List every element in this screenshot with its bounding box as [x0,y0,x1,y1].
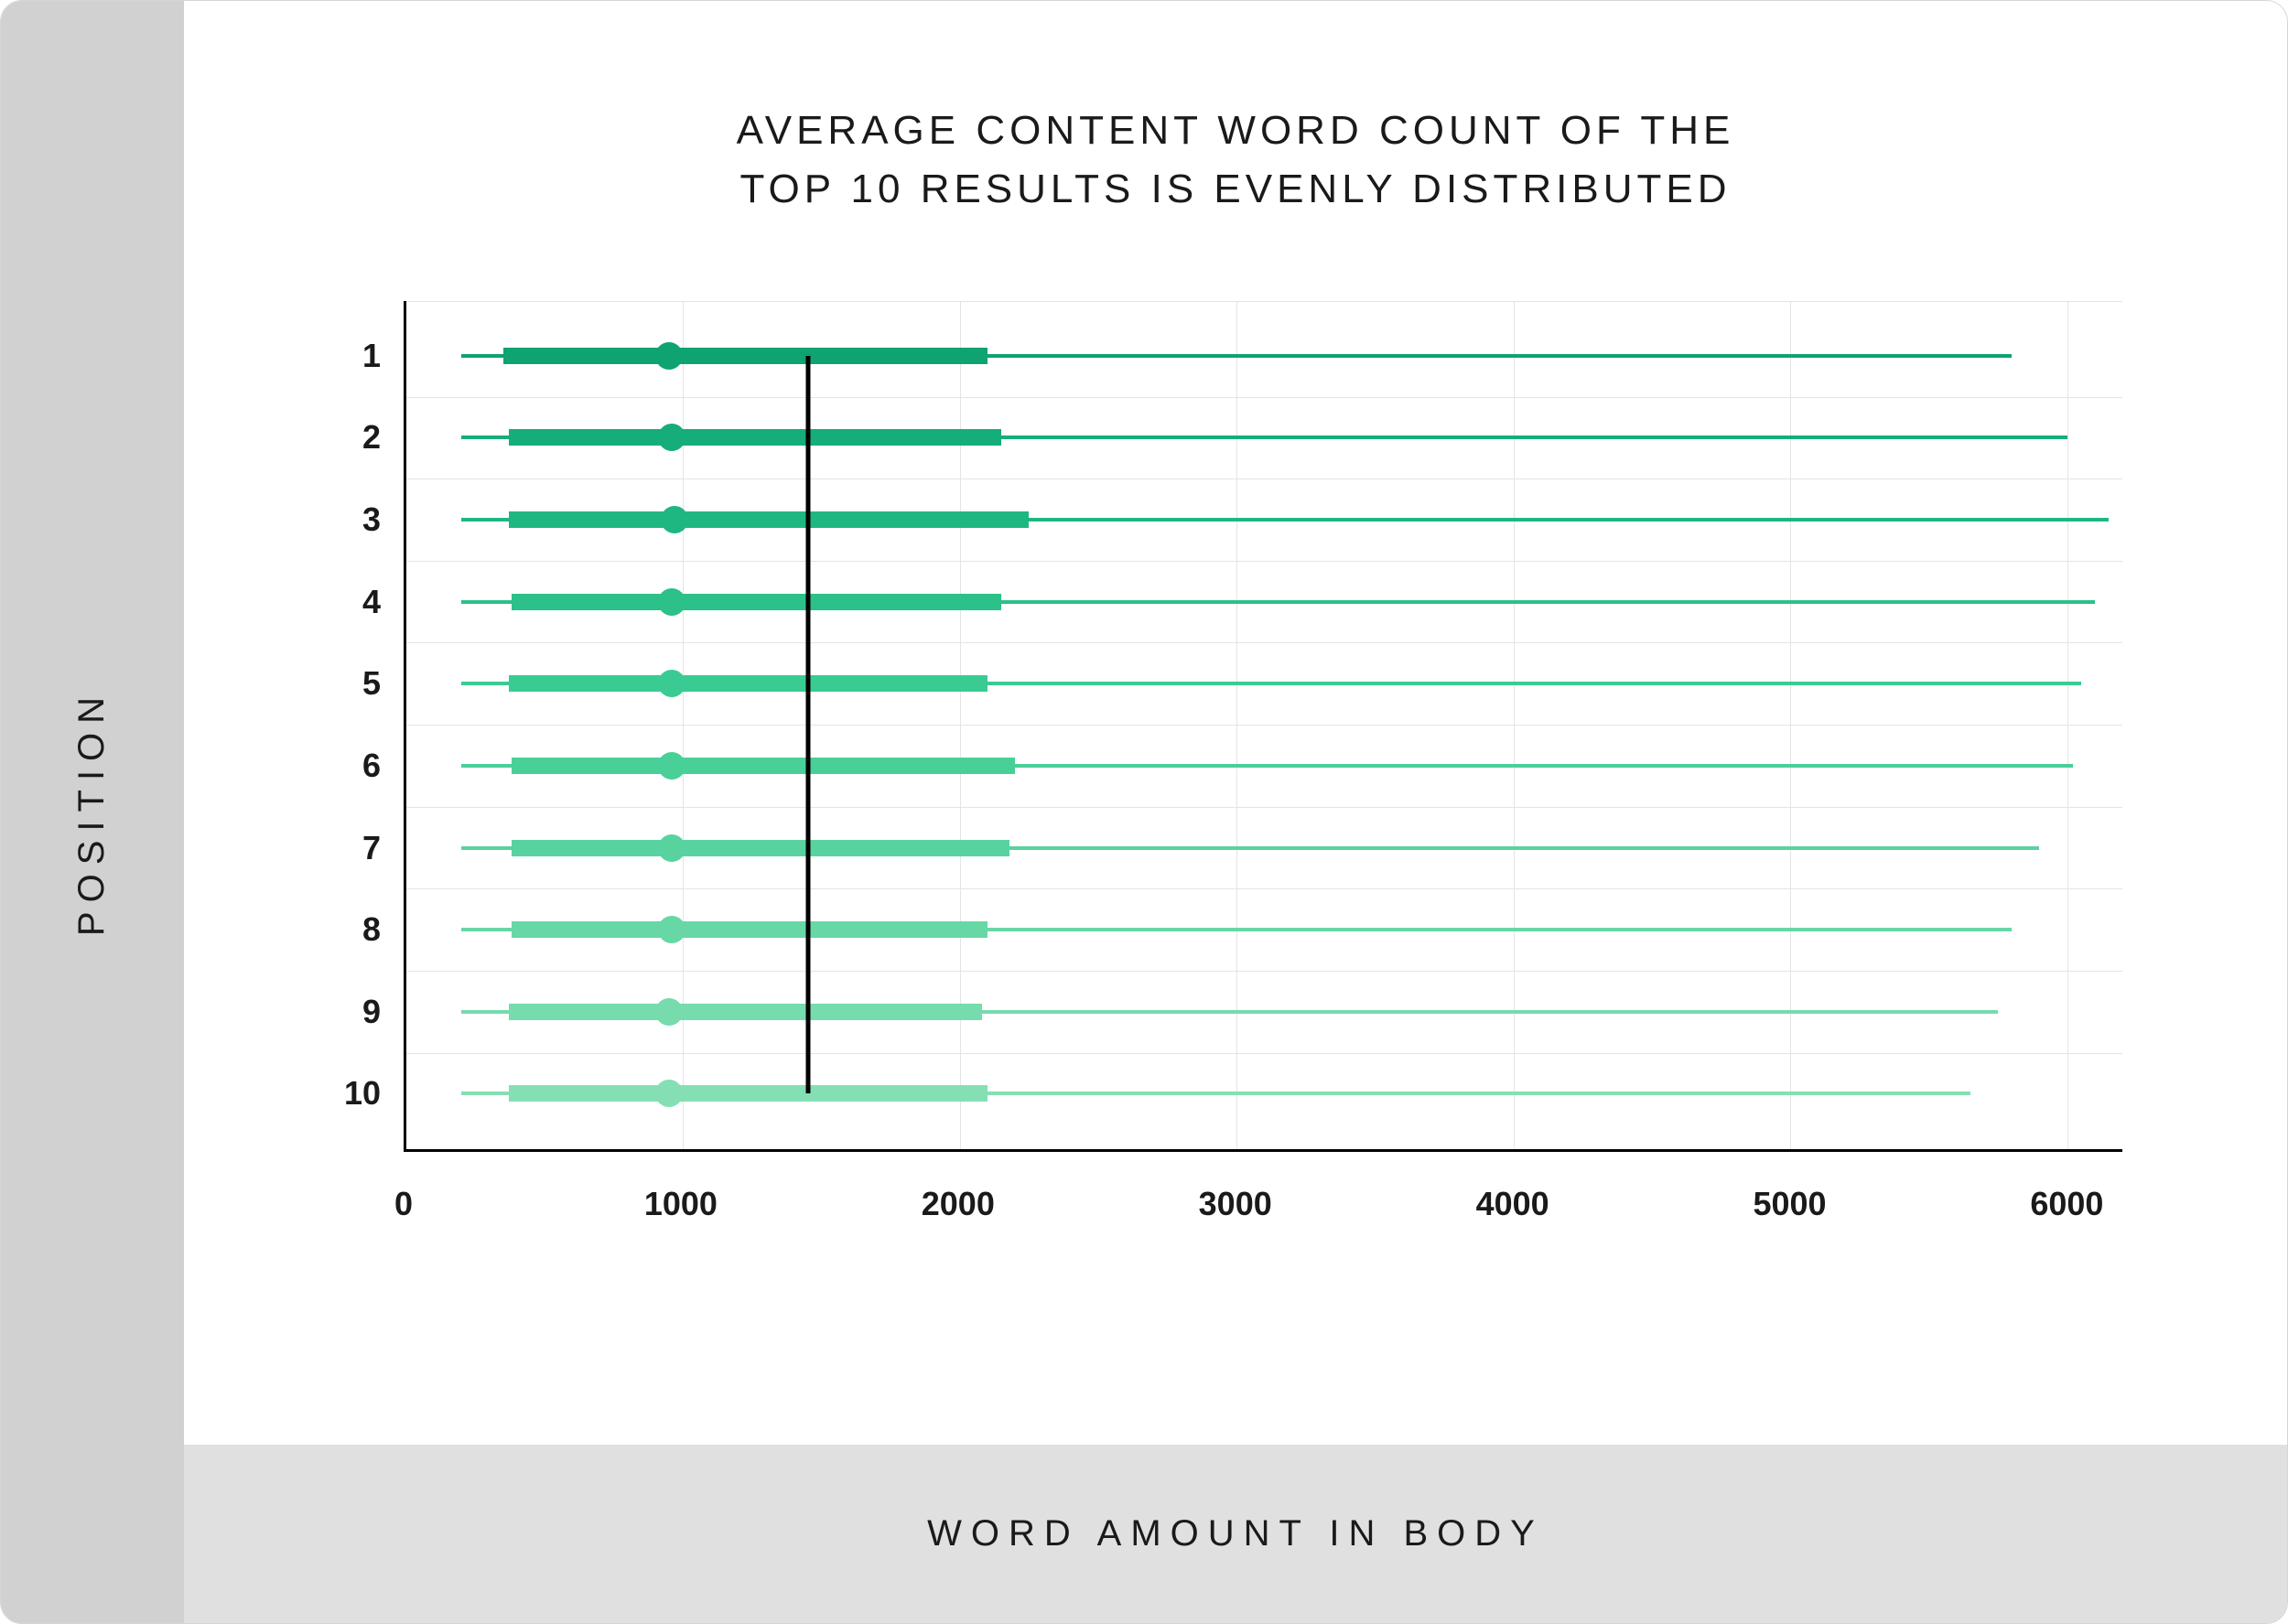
y-tick-label: 6 [362,747,406,785]
gridline-h [406,807,2122,808]
gridline-h [406,725,2122,726]
x-tick-label: 6000 [2030,1185,2103,1223]
x-tick-label: 4000 [1476,1185,1549,1223]
gridline-h [406,301,2122,302]
iqr-box [509,1085,988,1102]
chart-title-line2: TOP 10 RESULTS IS EVENLY DISTRIBUTED [739,167,1731,211]
y-tick-label: 1 [362,337,406,375]
gridline-h [406,561,2122,562]
gridline-h [406,888,2122,889]
x-ticks: 0100020003000400050006000 [404,1168,2122,1232]
median-dot [658,588,685,616]
y-tick-label: 5 [362,664,406,703]
y-tick-label: 10 [344,1074,406,1113]
median-dot [658,670,685,697]
y-tick-label: 8 [362,910,406,949]
y-tick-label: 7 [362,829,406,867]
iqr-box [512,594,1001,610]
x-axis-rail: WORD AMOUNT IN BODY [184,1445,2287,1623]
iqr-box [512,921,988,938]
y-tick-label: 3 [362,500,406,539]
chart-container: POSITION AVERAGE CONTENT WORD COUNT OF T… [0,0,2288,1624]
x-tick-label: 0 [394,1185,413,1223]
x-tick-label: 2000 [922,1185,995,1223]
median-dot [658,424,685,451]
gridline-h [406,397,2122,398]
median-dot [658,916,685,943]
median-dot [655,998,683,1026]
x-tick-label: 3000 [1199,1185,1272,1223]
gridline-h [406,971,2122,972]
chart-title: AVERAGE CONTENT WORD COUNT OF THE TOP 10… [312,102,2159,219]
y-tick-label: 2 [362,418,406,457]
x-axis-label: WORD AMOUNT IN BODY [927,1513,1544,1554]
iqr-box [503,348,988,364]
x-tick-label: 5000 [1753,1185,1826,1223]
y-axis-label: POSITION [72,688,113,936]
iqr-box [509,511,1030,528]
reference-line [805,356,810,1093]
median-dot [655,342,683,370]
median-dot [658,752,685,780]
gridline-h [406,642,2122,643]
median-dot [655,1080,683,1107]
median-dot [661,506,688,533]
y-tick-label: 4 [362,583,406,621]
x-tick-label: 1000 [644,1185,718,1223]
iqr-box [509,675,988,692]
iqr-box [512,758,1015,774]
iqr-box [509,1004,982,1020]
chart-title-line1: AVERAGE CONTENT WORD COUNT OF THE [737,108,1735,153]
chart-card: AVERAGE CONTENT WORD COUNT OF THE TOP 10… [184,1,2287,1445]
gridline-h [406,1053,2122,1054]
y-axis-rail: POSITION [1,1,184,1623]
median-dot [658,834,685,862]
y-tick-label: 9 [362,993,406,1031]
iqr-box [512,840,1009,856]
iqr-box [509,429,1001,446]
plot-wrap: 12345678910 0100020003000400050006000 [404,301,2122,1232]
plot-area: 12345678910 [404,301,2122,1152]
main-column: AVERAGE CONTENT WORD COUNT OF THE TOP 10… [184,1,2287,1623]
